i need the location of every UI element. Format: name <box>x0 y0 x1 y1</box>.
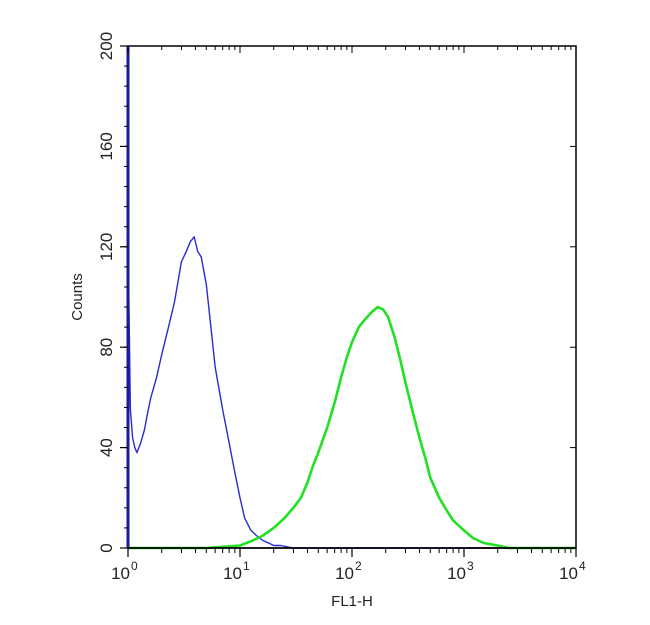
x-tick-label-base: 10 <box>559 564 578 583</box>
x-tick-label-exponent: 3 <box>467 559 474 573</box>
series-line-1 <box>127 236 576 549</box>
x-tick-label-exponent: 0 <box>131 559 138 573</box>
y-tick-label: 120 <box>97 233 116 261</box>
y-tick-label: 0 <box>97 543 116 552</box>
y-axis-title: Counts <box>69 273 86 321</box>
y-tick-label: 160 <box>97 132 116 160</box>
x-tick-label-base: 10 <box>447 564 466 583</box>
y-tick-label: 40 <box>97 438 116 457</box>
x-tick-label-base: 10 <box>335 564 354 583</box>
plot-frame <box>127 45 577 549</box>
x-tick-label-exponent: 1 <box>243 559 250 573</box>
series-line-2 <box>128 305 576 550</box>
x-tick-label-exponent: 2 <box>355 559 362 573</box>
x-tick-label-base: 10 <box>111 564 130 583</box>
x-tick-label-base: 10 <box>223 564 242 583</box>
y-tick-label: 200 <box>97 32 116 60</box>
x-axis-title: FL1-H <box>331 593 373 610</box>
series-layer <box>127 236 576 550</box>
y-tick-label: 80 <box>97 338 116 357</box>
x-tick-label-exponent: 4 <box>579 559 586 573</box>
